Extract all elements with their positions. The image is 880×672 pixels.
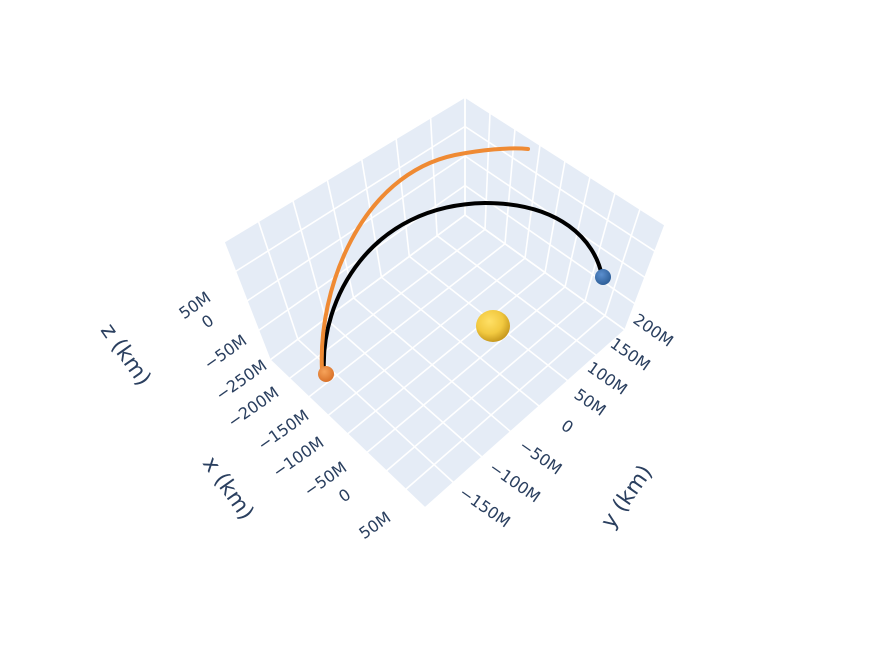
grid-line <box>464 96 666 226</box>
series-black-trajectory <box>321 200 604 374</box>
y-tick-150M: 150M <box>607 334 654 375</box>
grid-line <box>385 300 586 472</box>
back-wall-left <box>224 97 465 360</box>
floor-plane <box>270 215 625 508</box>
grid-line <box>464 214 626 331</box>
y-axis-title: y (km) <box>596 461 657 534</box>
grid-line <box>346 271 546 435</box>
grid-lines <box>223 96 666 509</box>
z-axis-title: z (km) <box>95 319 156 391</box>
y-tick-200M: 200M <box>630 310 677 351</box>
grid-line <box>235 125 466 273</box>
grid-line <box>405 314 606 491</box>
grid-line <box>308 243 506 398</box>
x-tick-50M: 50M <box>355 508 394 543</box>
z-tick-0: 0 <box>198 311 217 332</box>
grid-line <box>269 214 466 361</box>
x-tick-0: 0 <box>335 485 354 506</box>
y-tick-minus100M: −100M <box>486 458 544 507</box>
grid-line <box>366 286 566 454</box>
grid-line <box>223 96 466 243</box>
grid-line <box>424 329 626 509</box>
y-tick-minus150M: −150M <box>456 483 514 532</box>
marker-orange <box>318 366 334 382</box>
x-axis-title: x (km) <box>197 452 258 525</box>
back-wall-right <box>465 97 665 330</box>
y-tick-minus50M: −50M <box>516 436 566 479</box>
grid-line <box>327 257 526 417</box>
y-tick-50M: 50M <box>571 385 610 420</box>
marker-blue <box>595 269 611 285</box>
marker-sun <box>476 310 510 342</box>
z-axis-ticks: 50M 0 −50M <box>175 288 250 374</box>
series-orange-trajectory <box>319 146 530 372</box>
y-tick-0: 0 <box>558 416 577 437</box>
